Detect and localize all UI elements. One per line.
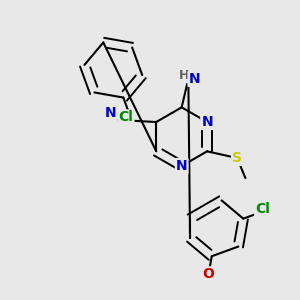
Text: O: O [202,267,214,281]
Text: H: H [179,69,190,82]
Text: Cl: Cl [118,110,134,124]
Text: N: N [201,115,213,129]
Text: Cl: Cl [255,202,270,216]
Text: S: S [232,151,242,165]
Text: N: N [176,159,188,173]
Text: N: N [188,72,200,86]
Text: C: C [116,114,126,128]
Text: N: N [104,106,116,120]
